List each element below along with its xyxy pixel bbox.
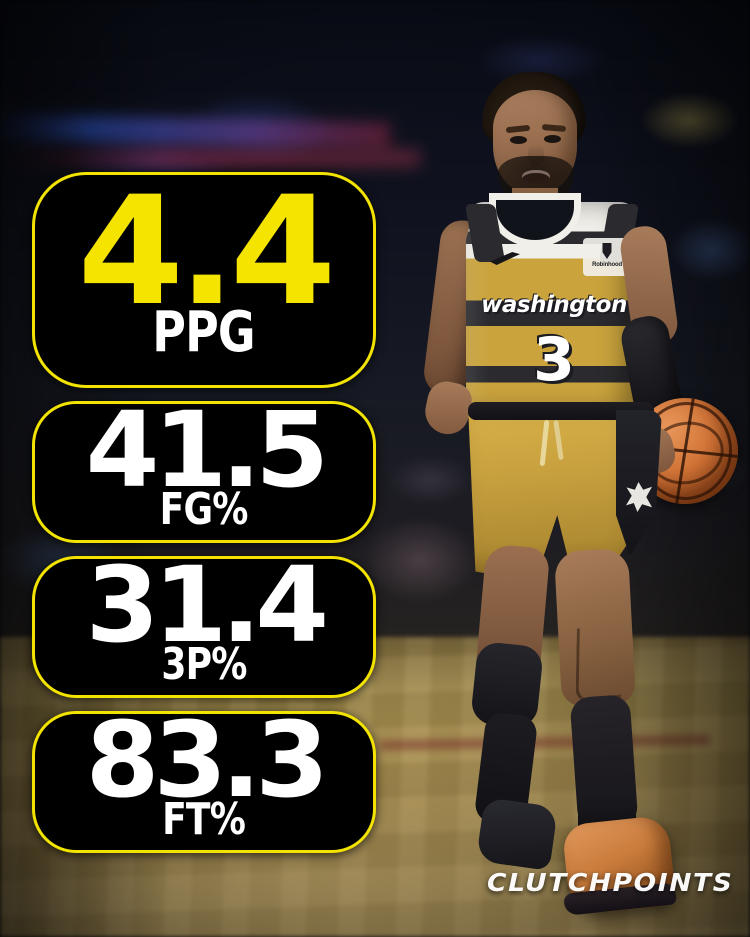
player-shoe-left xyxy=(475,797,559,871)
stat-label-3p: 3P% xyxy=(161,638,247,690)
player-mouth xyxy=(522,170,550,183)
stat-value-ppg: 4.4 xyxy=(77,172,337,339)
clutchpoints-watermark: CLUTCHPOINTS xyxy=(486,868,733,897)
jersey-team-name: washington xyxy=(481,292,627,318)
stat-label-fg: FG% xyxy=(160,483,249,535)
stat-value-3p: 31.4 xyxy=(85,556,328,667)
shorts-waistband xyxy=(468,402,654,420)
stat-card-3p: 31.4 3P% xyxy=(32,556,376,698)
stat-value-ft: 83.3 xyxy=(85,711,328,822)
player-eye-right xyxy=(544,135,561,143)
stat-value-fg: 41.5 xyxy=(85,401,328,512)
jersey-number: 3 xyxy=(533,325,575,395)
stat-label-ppg: PPG xyxy=(152,299,256,365)
player-figure: Robinhood washington 3 xyxy=(330,30,750,937)
stat-label-ft: FT% xyxy=(162,793,247,845)
stat-card-fg: 41.5 FG% xyxy=(32,401,376,543)
stat-card-ppg: 4.4 PPG xyxy=(32,172,376,388)
player-leg-tattoo xyxy=(575,622,623,704)
stat-card-list: 4.4 PPG 41.5 FG% 31.4 3P% 83.3 FT% xyxy=(32,172,376,866)
stat-card-ft: 83.3 FT% xyxy=(32,711,376,853)
player-eye-left xyxy=(510,136,527,144)
